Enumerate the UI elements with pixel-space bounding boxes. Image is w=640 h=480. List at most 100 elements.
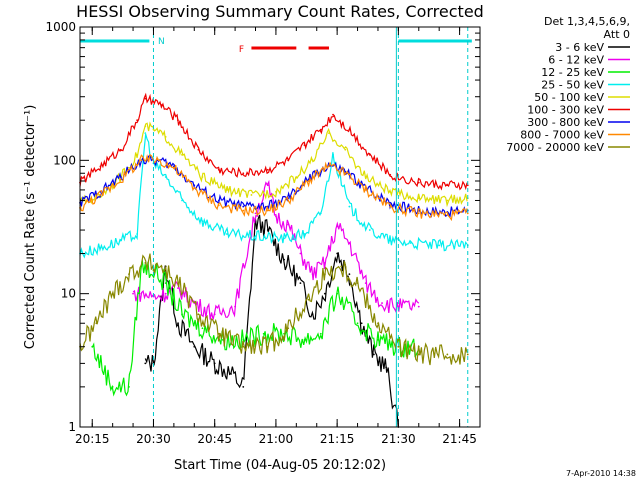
series-line-12-25-kev <box>91 259 419 397</box>
data-point-3-6-kev <box>385 366 388 369</box>
data-point-7000-20000-kev <box>160 265 163 268</box>
data-point-25-50-kev <box>201 220 204 223</box>
data-point-3-6-kev <box>336 252 339 255</box>
data-point-25-50-kev <box>254 235 257 238</box>
data-point-800-7000-kev <box>287 199 290 202</box>
data-point-25-50-kev <box>319 212 322 215</box>
series-layer <box>79 92 469 428</box>
data-point-100-300-kev <box>217 168 220 171</box>
data-point-50-100-kev <box>136 153 139 156</box>
y-tick-label: 1000 <box>45 20 76 34</box>
legend-entry-label: 6 - 12 keV <box>548 54 604 67</box>
x-tick-label: 21:30 <box>381 432 416 446</box>
legend-title-line-2: Att 0 <box>604 28 630 41</box>
x-tick-label: 21:45 <box>442 432 477 446</box>
data-point-300-800-kev <box>193 184 196 187</box>
data-point-3-6-kev <box>144 362 147 365</box>
data-point-50-100-kev <box>446 199 449 202</box>
data-point-7000-20000-kev <box>397 345 400 348</box>
data-point-50-100-kev <box>364 176 367 178</box>
data-point-300-800-kev <box>242 205 245 208</box>
data-point-800-7000-kev <box>364 189 367 191</box>
data-point-100-300-kev <box>417 181 420 184</box>
legend-entry-label: 3 - 6 keV <box>555 41 604 54</box>
data-point-100-300-kev <box>119 148 122 151</box>
data-point-800-7000-kev <box>344 172 347 175</box>
data-point-100-300-kev <box>144 97 147 100</box>
legend-entry-label: 7000 - 20000 keV <box>506 141 604 154</box>
data-point-100-300-kev <box>242 172 245 175</box>
data-point-6-12-kev <box>287 223 290 226</box>
data-point-12-25-kev <box>164 282 167 285</box>
data-point-25-50-kev <box>226 233 228 235</box>
series-line-50-100-kev <box>79 121 468 208</box>
data-point-7000-20000-kev <box>417 353 420 356</box>
x-tick-label: 21:15 <box>320 432 355 446</box>
data-point-25-50-kev <box>164 176 167 178</box>
data-point-50-100-kev <box>250 194 253 196</box>
tick-layer: 20:15 20:30 20:45 21:00 21:15 21:30 21:45 1 10 10… <box>45 20 481 446</box>
data-point-3-6-kev <box>266 229 269 231</box>
legend-entry-label: 300 - 800 keV <box>527 116 604 129</box>
data-point-100-300-kev <box>389 173 392 176</box>
data-point-50-100-kev <box>152 128 155 131</box>
data-point-3-6-kev <box>242 385 245 388</box>
legend-entry-label: 50 - 100 keV <box>534 91 604 104</box>
data-point-3-6-kev <box>348 273 351 276</box>
data-point-100-300-kev <box>287 159 290 162</box>
data-point-12-25-kev <box>319 332 322 335</box>
data-point-800-7000-kev <box>389 205 392 208</box>
data-point-6-12-kev <box>417 305 420 308</box>
data-point-6-12-kev <box>348 242 351 244</box>
data-point-800-7000-kev <box>172 166 175 169</box>
x-axis-label: Start Time (04-Aug-05 20:12:02) <box>174 458 386 473</box>
data-point-25-50-kev <box>348 205 351 208</box>
data-point-300-800-kev <box>307 178 310 181</box>
data-point-3-6-kev <box>213 362 216 365</box>
data-point-7000-20000-kev <box>377 322 379 325</box>
data-point-50-100-kev <box>328 132 330 135</box>
data-point-3-6-kev <box>177 322 179 325</box>
data-point-25-50-kev <box>303 233 306 235</box>
data-point-25-50-kev <box>181 199 183 202</box>
data-point-6-12-kev <box>336 225 339 228</box>
data-point-12-25-kev <box>128 385 130 388</box>
data-point-100-300-kev <box>446 184 449 187</box>
data-point-100-300-kev <box>303 144 306 147</box>
data-point-800-7000-kev <box>328 165 330 168</box>
data-point-800-7000-kev <box>446 213 449 216</box>
data-point-7000-20000-kev <box>466 353 469 356</box>
data-point-300-800-kev <box>344 170 347 173</box>
data-point-6-12-kev <box>164 292 167 295</box>
y-tick-label: 100 <box>53 153 76 167</box>
data-point-100-300-kev <box>368 153 371 156</box>
data-point-100-300-kev <box>136 119 139 122</box>
data-point-3-6-kev <box>230 373 232 375</box>
data-point-100-300-kev <box>99 165 102 168</box>
data-point-25-50-kev <box>119 239 122 242</box>
legend-entry-label: 800 - 7000 keV <box>520 129 604 142</box>
data-point-3-6-kev <box>283 258 285 261</box>
data-point-25-50-kev <box>438 244 441 247</box>
data-point-800-7000-kev <box>119 178 122 181</box>
data-point-800-7000-kev <box>156 158 159 161</box>
data-point-3-6-kev <box>360 322 363 325</box>
data-point-7000-20000-kev <box>177 282 179 285</box>
data-point-100-300-kev <box>332 113 334 116</box>
data-point-12-25-kev <box>242 339 245 341</box>
data-point-12-25-kev <box>262 332 265 335</box>
data-point-800-7000-kev <box>417 212 420 215</box>
data-point-6-12-kev <box>266 184 269 187</box>
data-point-25-50-kev <box>99 247 102 249</box>
data-point-6-12-kev <box>299 252 302 255</box>
data-point-25-50-kev <box>332 153 334 156</box>
data-point-6-12-kev <box>140 292 143 295</box>
flare-label: F <box>239 45 244 55</box>
data-point-100-300-kev <box>319 128 322 131</box>
data-point-6-12-kev <box>213 313 216 316</box>
x-tick-label: 21:00 <box>259 432 294 446</box>
data-point-7000-20000-kev <box>340 265 343 268</box>
data-point-800-7000-kev <box>242 209 245 212</box>
data-point-6-12-kev <box>364 282 367 285</box>
data-point-7000-20000-kev <box>323 273 326 276</box>
